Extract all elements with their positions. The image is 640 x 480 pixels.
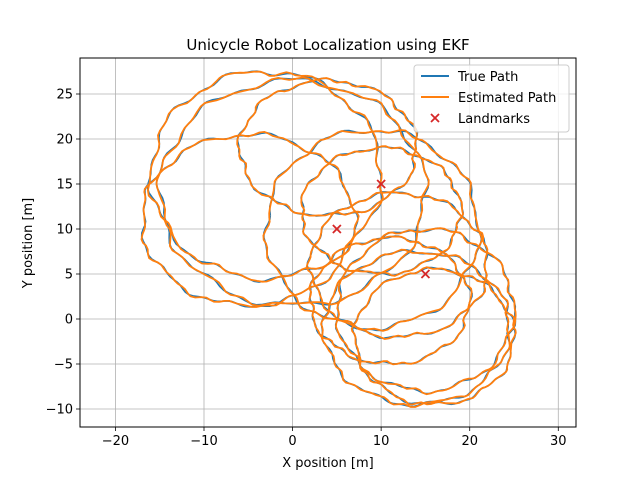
legend-swatch-landmarks [430, 113, 440, 123]
x-tick-label: 20 [461, 434, 478, 449]
x-tick-label: −10 [190, 434, 217, 449]
legend-label-estimated-path: Estimated Path [458, 91, 556, 106]
series-layer [140, 70, 517, 408]
y-tick-label: −5 [54, 358, 73, 373]
y-tick-label: −10 [46, 403, 73, 418]
landmark-x-stroke [332, 224, 342, 234]
y-tick-label: 25 [56, 88, 73, 103]
landmark-layer [332, 179, 431, 279]
y-tick-label: 20 [56, 133, 73, 148]
x-tick-label: 10 [373, 434, 390, 449]
x-tick-label: 0 [288, 434, 296, 449]
landmark-x-stroke [420, 269, 431, 279]
x-axis-title: X position [m] [282, 456, 373, 471]
chart-title: Unicycle Robot Localization using EKF [186, 36, 469, 54]
landmark-x-stroke [376, 179, 386, 189]
landmark-marker [376, 179, 386, 189]
y-tick-label: 0 [65, 313, 73, 328]
tick-layer: −20 −10 0 10 20 30 −10 −5 0 5 10 15 20 25 [46, 88, 567, 450]
legend-label-true-path: True Path [457, 70, 518, 85]
y-tick-label: 10 [56, 223, 73, 238]
y-axis-title: Y position [m] [21, 198, 36, 290]
legend-label-landmarks: Landmarks [458, 112, 530, 127]
legend: True Path Estimated Path Landmarks [413, 64, 570, 133]
landmark-marker [420, 269, 431, 279]
estimated-path-line [140, 70, 517, 408]
y-tick-label: 5 [65, 268, 73, 283]
legend-box [413, 64, 570, 133]
legend-x-stroke [430, 113, 440, 123]
y-tick-label: 15 [56, 178, 73, 193]
x-tick-label: −20 [102, 434, 129, 449]
plot-frame [79, 57, 577, 428]
x-tick-label: 30 [550, 434, 567, 449]
landmark-marker [332, 224, 342, 234]
grid-lines [80, 58, 576, 427]
